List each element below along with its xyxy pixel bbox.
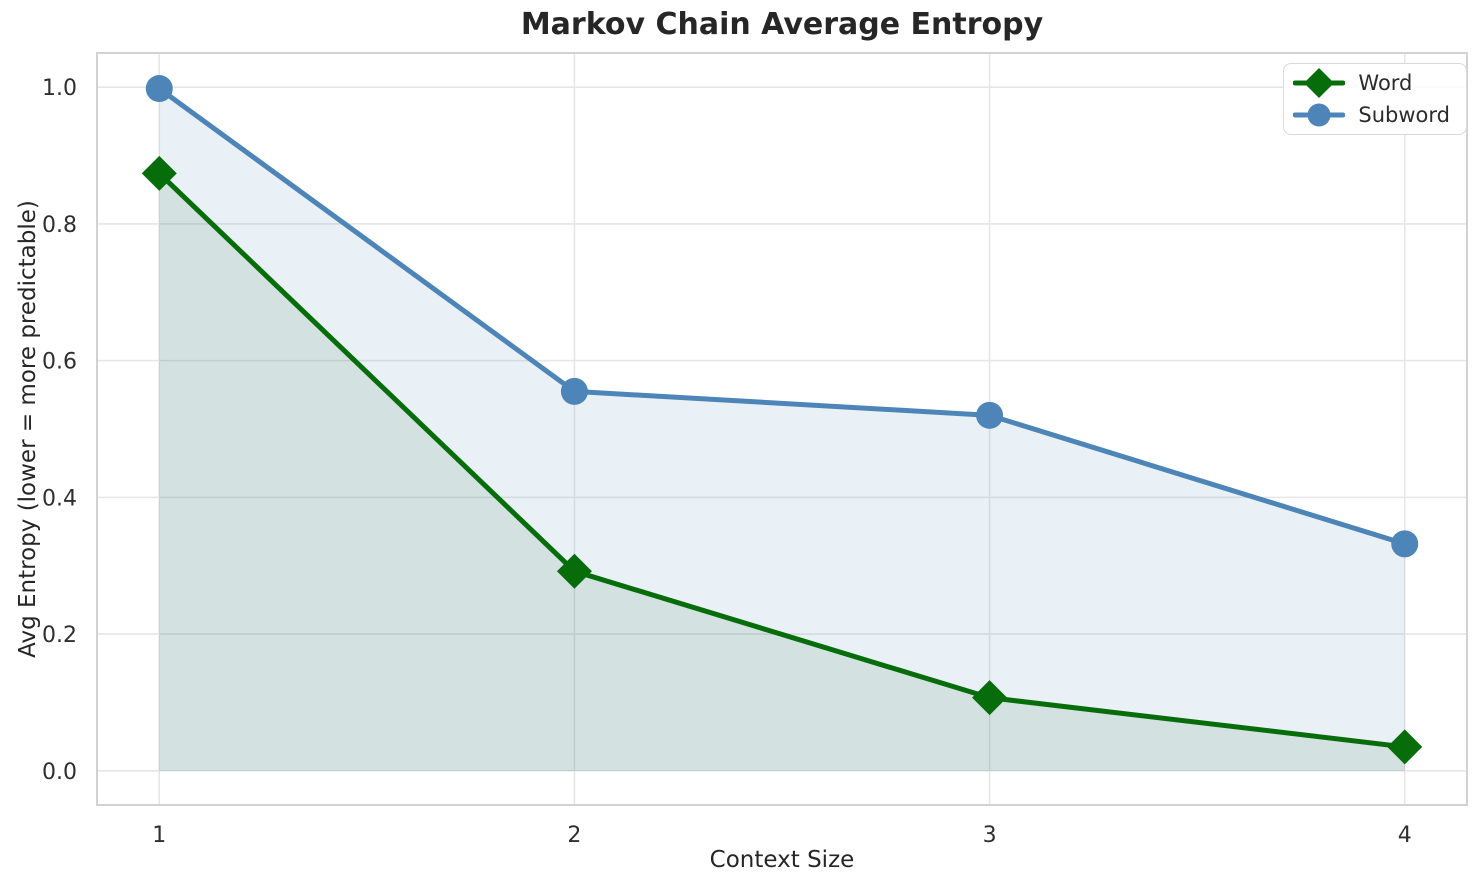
legend-diamond	[1304, 68, 1335, 98]
legend-diamond-icon	[1293, 68, 1346, 98]
y-tick-label: 1.0	[42, 76, 77, 101]
plot-border	[96, 52, 1468, 806]
marker-word-1	[141, 155, 177, 191]
legend-item-word: Word	[1293, 67, 1450, 99]
x-tick-label: 2	[567, 823, 581, 848]
series-line-subword	[156, 86, 1408, 547]
x-tick-label: 1	[152, 823, 166, 848]
legend-circle-icon	[1293, 103, 1346, 127]
legend-label: Subword	[1358, 102, 1450, 127]
y-tick-label: 0.2	[42, 623, 77, 648]
y-tick-label: 0.6	[42, 350, 77, 375]
area-fill-subword	[159, 88, 1405, 771]
area-fill-word	[159, 173, 1405, 771]
marker-subword-2	[560, 377, 588, 405]
marker-subword-1	[145, 75, 173, 103]
series-line-word	[156, 170, 1408, 750]
legend-label: Word	[1358, 70, 1413, 95]
y-axis-label: Avg Entropy (lower = more predictable)	[15, 200, 41, 658]
marker-word-3	[972, 680, 1008, 716]
marker-word-2	[556, 553, 592, 589]
chart-title: Markov Chain Average Entropy	[520, 7, 1044, 42]
y-tick-label: 0.0	[42, 760, 77, 785]
marker-subword-3	[976, 401, 1004, 429]
marker-word-4	[1387, 729, 1423, 765]
x-tick-label: 4	[1398, 823, 1412, 848]
x-axis-label: Context Size	[709, 847, 855, 873]
marker-subword-4	[1391, 530, 1419, 558]
legend: Word Subword	[1283, 63, 1467, 135]
legend-item-subword: Subword	[1293, 99, 1450, 131]
y-tick-label: 0.4	[42, 486, 77, 511]
x-tick-label: 3	[983, 823, 997, 848]
legend-circle	[1307, 103, 1331, 127]
y-tick-label: 0.8	[42, 213, 77, 238]
